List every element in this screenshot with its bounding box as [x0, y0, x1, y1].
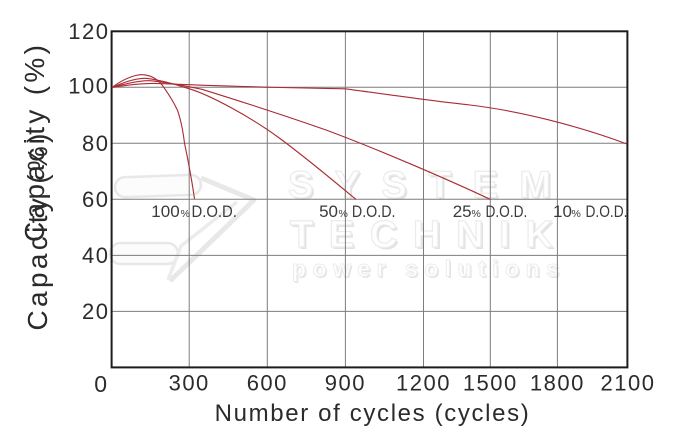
svg-text:%: % [339, 208, 348, 220]
svg-text:%: % [472, 208, 481, 220]
svg-text:40: 40 [82, 243, 109, 268]
svg-text:0: 0 [94, 371, 108, 397]
svg-text:Capacity (%): Capacity (%) [19, 45, 50, 242]
svg-text:120: 120 [68, 19, 109, 44]
svg-text:1800: 1800 [530, 371, 585, 396]
svg-text:100: 100 [68, 74, 109, 99]
svg-text:power solutions: power solutions [292, 256, 559, 282]
svg-text:60: 60 [82, 187, 109, 212]
svg-text:10: 10 [553, 202, 572, 221]
svg-text:power solutions: power solutions [294, 257, 561, 283]
svg-text:50: 50 [319, 202, 338, 221]
svg-text:Number of cycles (cycles): Number of cycles (cycles) [215, 400, 529, 427]
svg-text:2100: 2100 [601, 371, 656, 396]
svg-text:600: 600 [247, 371, 288, 396]
svg-text:900: 900 [325, 371, 366, 396]
svg-text:Capacity (%): Capacity (%) [22, 134, 53, 331]
svg-text:20: 20 [82, 299, 109, 324]
svg-text:%: % [572, 208, 581, 220]
svg-text:300: 300 [169, 371, 210, 396]
svg-text:100: 100 [151, 202, 179, 221]
svg-text:1200: 1200 [396, 371, 451, 396]
svg-text:80: 80 [82, 131, 109, 156]
svg-text:D.O.D.: D.O.D. [192, 202, 237, 221]
svg-text:1500: 1500 [463, 371, 518, 396]
svg-text:%: % [181, 208, 190, 220]
svg-text:D.O.D.: D.O.D. [352, 202, 396, 221]
svg-text:D.O.D.: D.O.D. [486, 202, 528, 221]
svg-text:D.O.D.: D.O.D. [586, 202, 628, 221]
svg-text:25: 25 [453, 202, 472, 221]
